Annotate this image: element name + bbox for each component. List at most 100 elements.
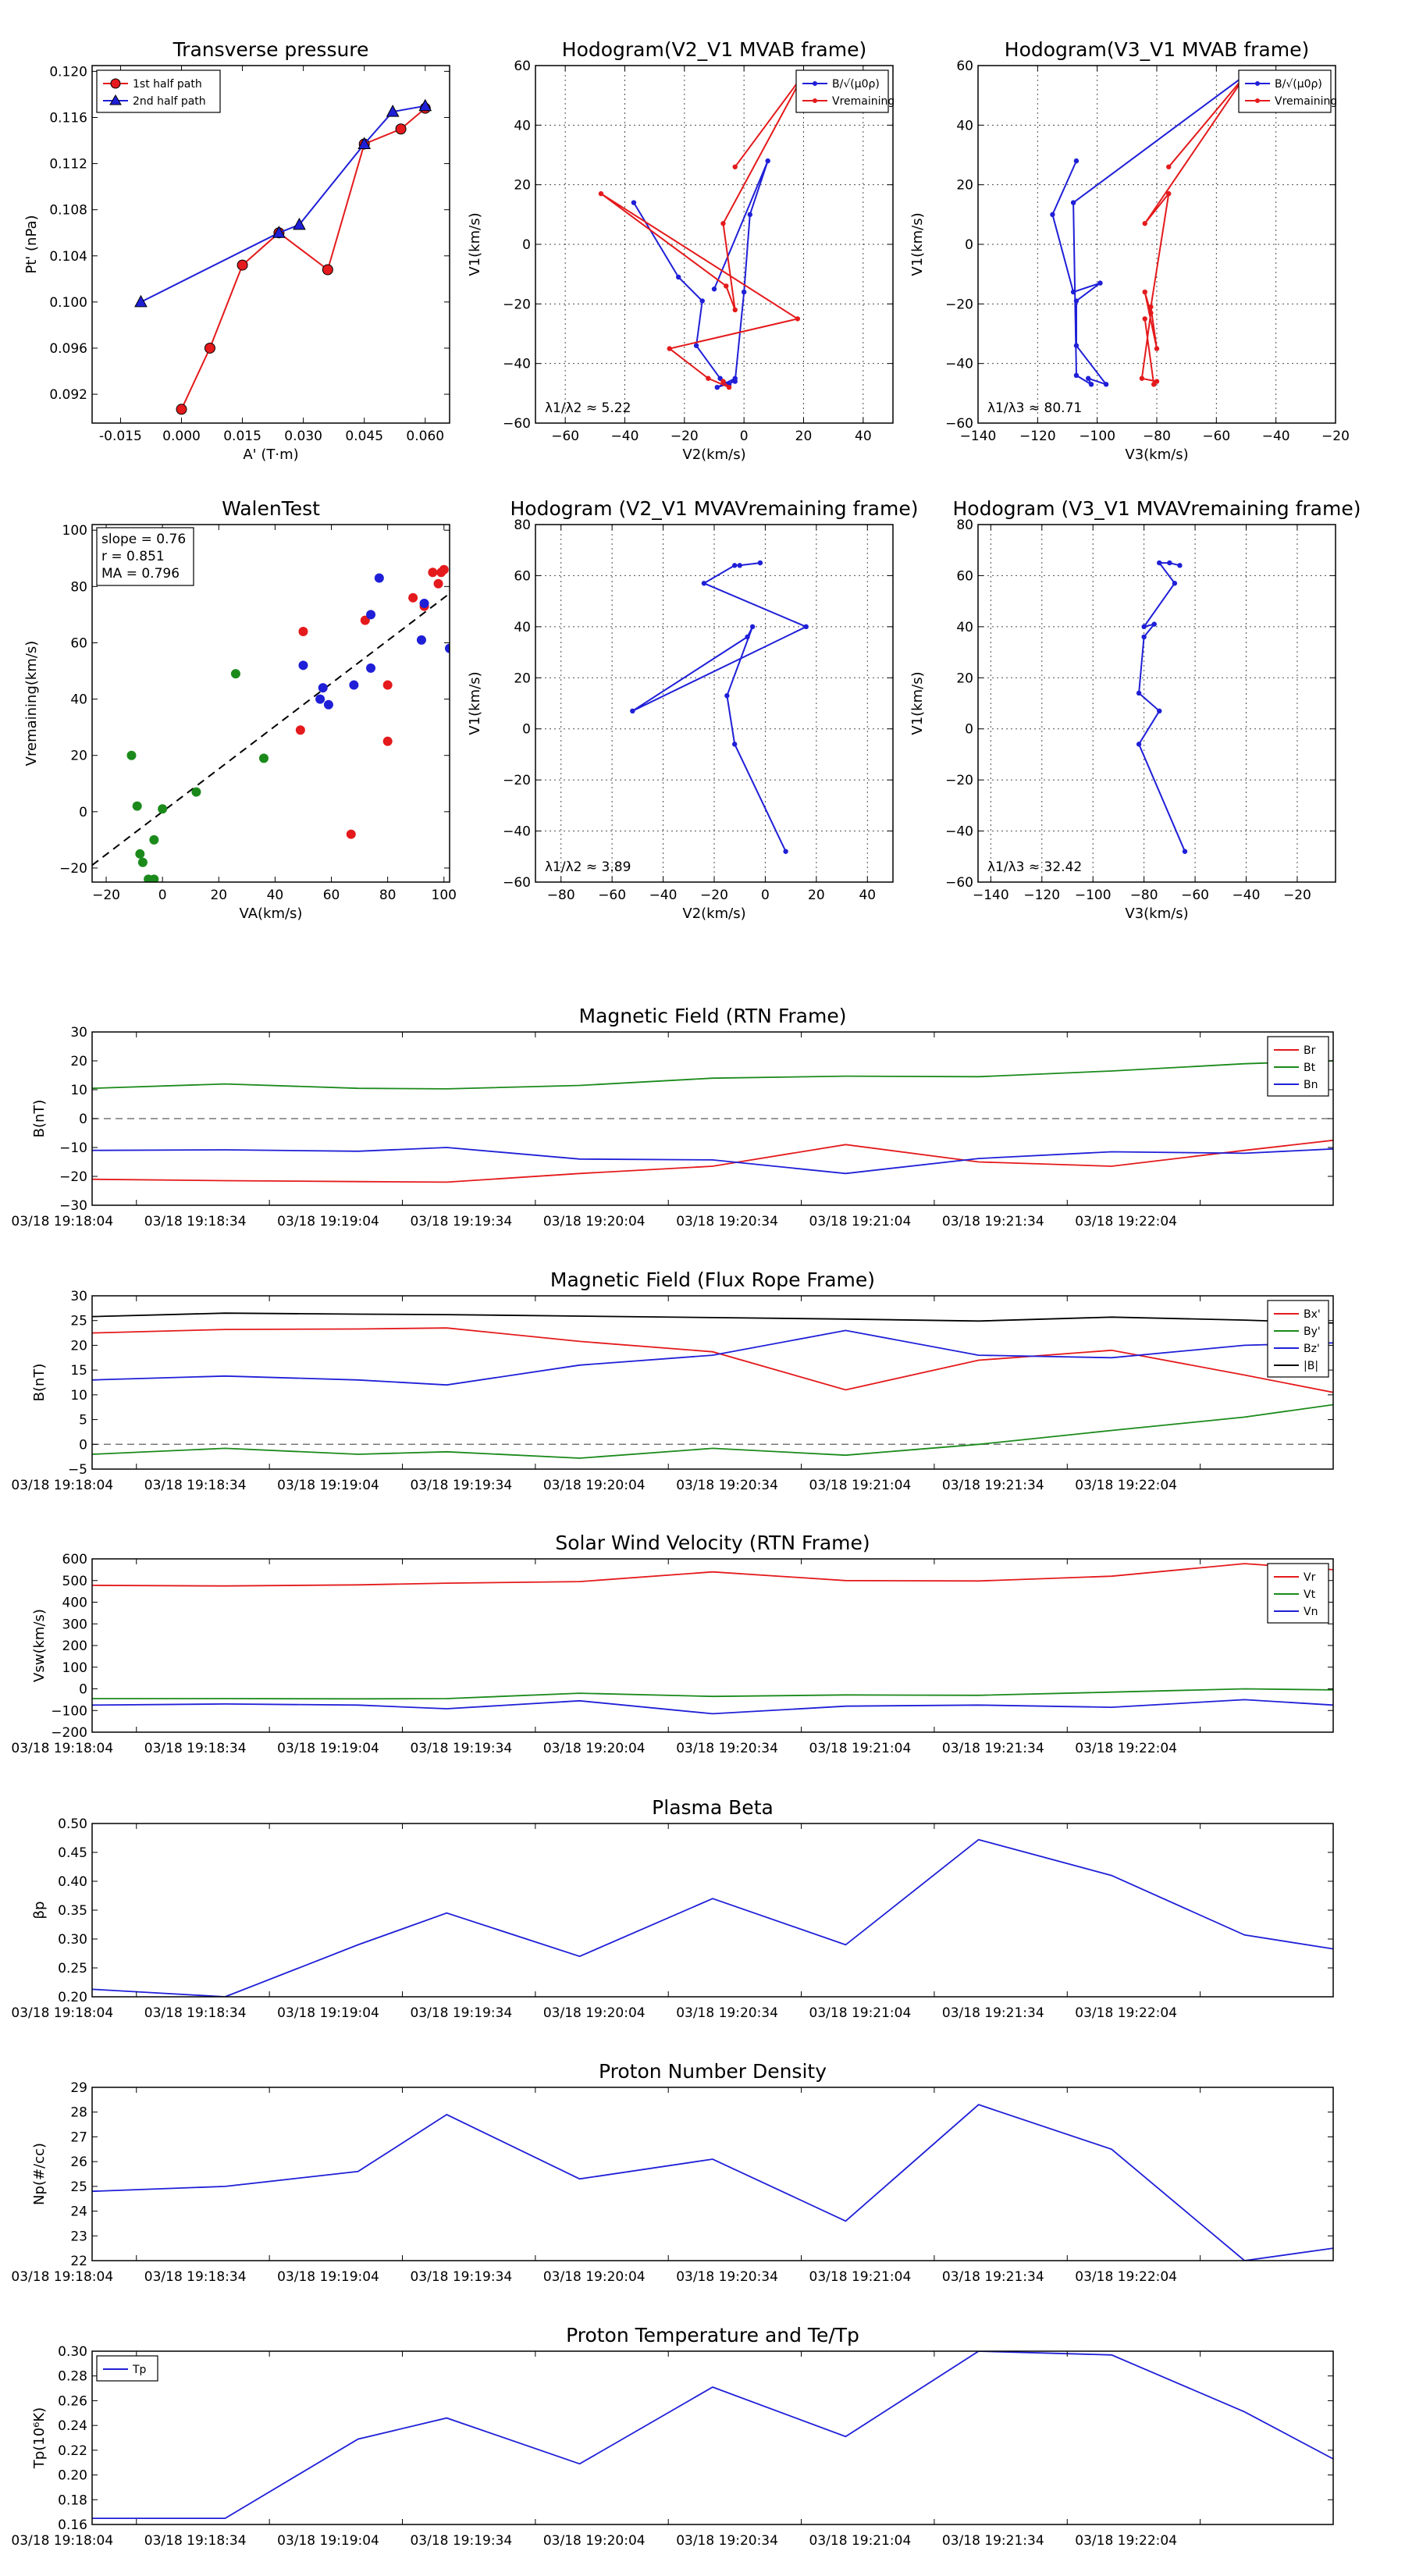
data-point xyxy=(366,663,376,673)
y-tick-label: 600 xyxy=(62,1552,87,1567)
y-tick-label: 0.116 xyxy=(49,110,87,126)
annotation: λ1/λ3 ≈ 32.42 xyxy=(987,859,1082,875)
y-tick-label: 60 xyxy=(956,59,973,74)
data-point xyxy=(366,610,376,620)
data-point xyxy=(158,804,168,814)
x-tick-label: −100 xyxy=(1079,429,1115,444)
legend-label: Vremaining xyxy=(1275,95,1337,108)
x-tick-label: 0.060 xyxy=(406,429,444,444)
panel-7: −5 0 5 10 15 20 25 30 03/18 19:18:04 03/18 19:18:… xyxy=(11,1268,1334,1493)
x-tick-label: 03/18 19:20:04 xyxy=(543,2533,646,2549)
x-tick-label: 03/18 19:19:04 xyxy=(277,2005,379,2021)
data-point xyxy=(598,190,604,197)
series-line-Br xyxy=(92,1139,1333,1183)
y-axis-label: B(nT) xyxy=(31,1100,48,1138)
annotation: λ1/λ2 ≈ 5.22 xyxy=(545,400,631,416)
x-tick-label: 03/18 19:19:34 xyxy=(410,1214,512,1229)
annotation-line: slope = 0.76 xyxy=(101,532,186,547)
data-point xyxy=(1148,304,1154,310)
x-tick-label: −60 xyxy=(598,888,626,903)
y-tick-label: −40 xyxy=(503,824,531,840)
x-tick-label: −140 xyxy=(960,429,997,444)
y-tick-label: 0 xyxy=(522,722,531,738)
data-point xyxy=(272,226,286,238)
data-point xyxy=(237,259,248,271)
data-point xyxy=(445,643,450,653)
data-point xyxy=(1154,346,1160,351)
y-tick-label: 40 xyxy=(956,620,973,635)
series-line-B/√(μ0ρ) xyxy=(1051,73,1247,387)
series-line-Bz' xyxy=(92,1329,1333,1386)
data-point xyxy=(1182,849,1188,854)
y-tick-label: 500 xyxy=(62,1574,87,1589)
x-tick-label: 100 xyxy=(432,888,457,903)
panel-11: 0.16 0.18 0.20 0.22 0.24 0.26 0.28 0.30 03/18 19… xyxy=(11,2324,1334,2549)
y-tick-label: 80 xyxy=(70,579,87,595)
y-tick-label: 28 xyxy=(70,2105,87,2121)
annotation-line: r = 0.851 xyxy=(101,549,165,564)
data-point xyxy=(1136,690,1142,696)
y-tick-label: 10 xyxy=(70,1083,87,1098)
data-point xyxy=(1073,298,1080,304)
x-tick-label: 03/18 19:20:34 xyxy=(676,1741,778,1756)
x-tick-label: 20 xyxy=(210,888,227,903)
y-tick-label: 0.20 xyxy=(58,2468,87,2484)
panel-9: 0.20 0.25 0.30 0.35 0.40 0.45 0.50 03/18 19:18:… xyxy=(11,1796,1334,2021)
x-tick-label: −60 xyxy=(1181,888,1209,903)
series-line-beta xyxy=(92,1838,1333,1997)
x-tick-label: 0 xyxy=(158,888,167,903)
x-tick-label: 03/18 19:21:04 xyxy=(809,1214,912,1229)
legend-label: 2nd half path xyxy=(133,95,206,108)
legend-marker xyxy=(109,94,122,105)
x-tick-label: 03/18 19:21:34 xyxy=(942,1478,1044,1493)
x-tick-label: 03/18 19:21:34 xyxy=(942,2005,1044,2021)
y-tick-label: 0.20 xyxy=(58,1990,87,2005)
x-tick-label: 03/18 19:21:04 xyxy=(809,2269,912,2285)
y-tick-label: 27 xyxy=(70,2129,87,2145)
data-point xyxy=(741,289,747,295)
annotation-box xyxy=(96,527,194,586)
legend-label: Bn xyxy=(1304,1079,1318,1091)
y-tick-label: 20 xyxy=(70,749,87,764)
data-group xyxy=(92,1060,1333,1183)
x-tick-label: −120 xyxy=(1023,888,1060,903)
data-point xyxy=(1157,708,1162,714)
x-tick-label: 03/18 19:22:04 xyxy=(1075,2269,1177,2285)
legend-label: Tp xyxy=(132,2364,147,2376)
y-axis-label: Vsw(km/s) xyxy=(31,1609,48,1682)
x-tick-label: −100 xyxy=(1075,888,1112,903)
y-tick-label: 300 xyxy=(62,1617,87,1632)
y-tick-label: 40 xyxy=(70,692,87,708)
data-point xyxy=(1050,212,1055,218)
data-point xyxy=(132,801,142,811)
data-point xyxy=(1142,289,1147,295)
data-point xyxy=(323,699,333,710)
data-point xyxy=(1073,372,1080,379)
x-tick-label: 03/18 19:20:04 xyxy=(543,1214,646,1229)
x-tick-label: −140 xyxy=(973,888,1009,903)
data-point xyxy=(731,742,738,747)
y-tick-label: 0.108 xyxy=(49,203,87,219)
chart-title: Proton Number Density xyxy=(599,2060,827,2083)
data-point xyxy=(1070,289,1076,295)
x-tick-label: −120 xyxy=(1019,429,1056,444)
data-point xyxy=(382,680,393,690)
panel-6: −30 −20 −10 0 10 20 30 03/18 19:18:04 03/18 19:1… xyxy=(11,1005,1334,1229)
x-tick-label: 03/18 19:19:34 xyxy=(410,1478,512,1493)
panel-4: −60 −40 −20 0 20 40 60 80 −80 −60 −40 −20 0 20 40 V2(km… xyxy=(467,497,919,922)
legend-label: Vt xyxy=(1304,1589,1316,1601)
y-tick-label: 0.092 xyxy=(49,387,87,403)
legend: Vr Vt Vn xyxy=(1267,1563,1329,1624)
data-point xyxy=(726,385,732,390)
annotation: λ1/λ3 ≈ 80.71 xyxy=(987,400,1082,416)
data-point xyxy=(1136,742,1142,747)
y-axis-label: Vremaining(km/s) xyxy=(23,641,40,767)
x-tick-label: −20 xyxy=(1283,888,1311,903)
legend-box xyxy=(1238,69,1332,113)
x-tick-label: 03/18 19:19:04 xyxy=(277,1741,379,1756)
data-point xyxy=(757,560,763,566)
y-tick-label: 25 xyxy=(70,1314,87,1329)
data-group xyxy=(92,2351,1333,2519)
chart-title: Magnetic Field (RTN Frame) xyxy=(579,1005,847,1027)
chart-title: Plasma Beta xyxy=(652,1796,774,1819)
